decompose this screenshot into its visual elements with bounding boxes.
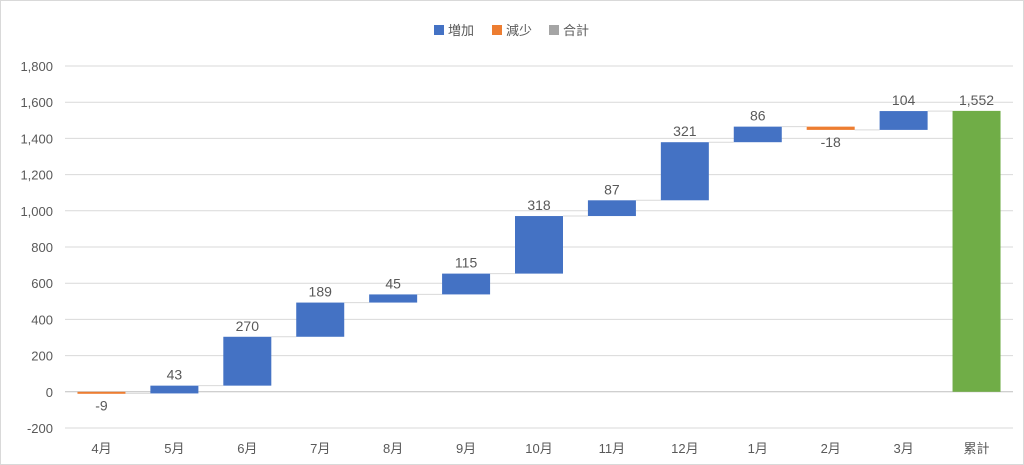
bar-9 <box>733 126 782 143</box>
data-label-7: 87 <box>604 181 620 197</box>
x-tick-label-5: 9月 <box>456 441 476 456</box>
x-tick-label-11: 3月 <box>893 441 913 456</box>
legend: 増加 減少 合計 <box>434 23 589 38</box>
legend-swatch-1 <box>492 25 502 35</box>
bar-5 <box>442 273 491 295</box>
bar-3 <box>296 302 345 337</box>
bar-7 <box>587 200 636 217</box>
y-tick-label-3: 400 <box>31 312 53 327</box>
y-axis: -200 0 200 400 600 800 1,000 1,200 1,400 1,600 1,8… <box>20 59 53 436</box>
bar-6 <box>515 216 563 274</box>
bar-2 <box>223 336 272 386</box>
x-tick-label-6: 10月 <box>525 441 552 456</box>
data-label-12: 1,552 <box>959 92 994 108</box>
x-tick-label-0: 4月 <box>91 441 111 456</box>
x-axis: 4月 5月 6月 7月 8月 9月 10月 11月 12月 1月 2月 3月 累計 <box>91 441 989 456</box>
legend-label-1: 減少 <box>506 23 532 38</box>
x-tick-label-9: 1月 <box>748 441 768 456</box>
x-tick-label-4: 8月 <box>383 441 403 456</box>
bar-8 <box>660 142 709 201</box>
data-label-6: 318 <box>527 197 551 213</box>
data-label-4: 45 <box>385 275 401 291</box>
legend-label-0: 増加 <box>448 23 474 38</box>
y-tick-label-0: -200 <box>27 421 53 436</box>
y-tick-label-7: 1,200 <box>20 168 53 183</box>
data-label-1: 43 <box>167 367 183 383</box>
y-tick-label-10: 1,800 <box>20 59 53 74</box>
data-labels: -9 43 270 189 45 115 318 87 321 86 -18 104 1,552 <box>95 92 994 414</box>
x-tick-label-12: 累計 <box>964 441 990 456</box>
data-label-9: 86 <box>750 108 766 124</box>
y-tick-label-2: 200 <box>31 349 53 364</box>
y-tick-label-5: 800 <box>31 240 53 255</box>
bar-0 <box>77 391 126 394</box>
bar-12 <box>952 110 1001 392</box>
legend-swatch-2 <box>549 25 559 35</box>
data-label-8: 321 <box>673 123 697 139</box>
bar-11 <box>879 111 928 130</box>
legend-label-2: 合計 <box>563 23 589 38</box>
connectors <box>125 110 953 394</box>
y-tick-label-6: 1,000 <box>20 204 53 219</box>
data-label-5: 115 <box>455 255 478 271</box>
y-tick-label-9: 1,600 <box>20 95 53 110</box>
x-tick-label-1: 5月 <box>164 441 184 456</box>
y-tick-label-4: 600 <box>31 276 53 291</box>
data-label-2: 270 <box>236 318 260 334</box>
y-tick-label-8: 1,400 <box>20 131 53 146</box>
legend-swatch-0 <box>434 25 444 35</box>
x-tick-label-3: 7月 <box>310 441 330 456</box>
data-label-3: 189 <box>309 284 333 300</box>
data-label-11: 104 <box>892 92 916 108</box>
y-tick-label-1: 0 <box>46 385 53 400</box>
data-label-10: -18 <box>821 134 841 150</box>
bar-4 <box>369 294 418 303</box>
bar-10 <box>806 126 855 130</box>
x-tick-label-2: 6月 <box>237 441 257 456</box>
data-label-0: -9 <box>95 397 108 413</box>
bar-1 <box>150 385 199 394</box>
x-tick-label-8: 12月 <box>671 441 698 456</box>
x-tick-label-10: 2月 <box>821 441 841 456</box>
bars <box>77 110 1001 394</box>
x-tick-label-7: 11月 <box>599 441 626 456</box>
